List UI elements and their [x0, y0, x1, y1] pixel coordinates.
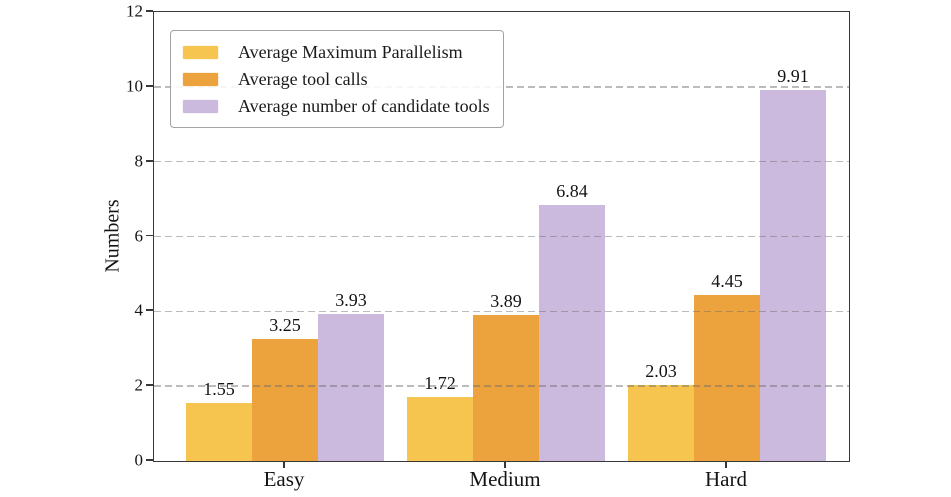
bar-medium-series1	[407, 396, 473, 461]
bar-value-hard-series1: 2.03	[645, 361, 677, 382]
y-tick-mark-4	[146, 309, 153, 312]
bar-medium-series2	[473, 315, 539, 461]
legend-item-2: Average tool calls	[182, 69, 490, 89]
gridline-y8	[154, 160, 849, 163]
gridline-y6	[154, 235, 849, 238]
legend-swatch-icon	[182, 44, 219, 60]
bar-value-easy-series3: 3.93	[335, 289, 367, 310]
x-tick-mark-medium	[504, 461, 506, 468]
value-labels-layer: 1.55 3.25 3.93 1.72 3.89 6.84 2.03 4.45 9.91	[154, 12, 849, 461]
x-tick-mark-hard	[725, 461, 727, 468]
y-tick-mark-8	[146, 159, 153, 162]
bar-medium-series3	[539, 205, 605, 461]
bar-value-medium-series2: 3.89	[490, 291, 522, 312]
y-tick-label-4: 4	[134, 300, 144, 320]
y-tick-label-0: 0	[134, 450, 144, 470]
x-tick-label-easy: Easy	[263, 467, 305, 491]
bar-easy-series3	[318, 313, 384, 461]
legend: Average Maximum Parallelism Average tool …	[170, 30, 504, 128]
y-tick-label-10: 10	[126, 76, 143, 96]
y-tick-mark-10	[146, 84, 153, 87]
legend-item-3: Average number of candidate tools	[182, 96, 490, 116]
bar-value-medium-series3: 6.84	[556, 181, 588, 202]
bar-hard-series1	[628, 385, 694, 461]
legend-item-label: Average number of candidate tools	[238, 96, 490, 116]
bar-value-hard-series3: 9.91	[777, 66, 809, 87]
plot-area: 1.55 3.25 3.93 1.72 3.89 6.84 2.03 4.45 9.91 Ave…	[153, 11, 850, 462]
y-tick-mark-6	[146, 234, 153, 237]
y-tick-mark-2	[146, 384, 153, 386]
bar-value-easy-series1: 1.55	[203, 379, 235, 400]
y-tick-label-2: 2	[134, 375, 144, 395]
legend-item-1: Average Maximum Parallelism	[182, 42, 490, 62]
bar-hard-series3	[760, 90, 826, 461]
bar-easy-series2	[252, 339, 318, 461]
legend-item-label: Average tool calls	[238, 69, 368, 89]
x-tick-mark-easy	[283, 461, 285, 468]
bar-value-easy-series2: 3.25	[269, 315, 301, 336]
y-tick-mark-0	[146, 459, 153, 461]
bar-value-medium-series1: 1.72	[424, 372, 456, 393]
bar-easy-series1	[186, 403, 252, 461]
legend-item-label: Average Maximum Parallelism	[238, 42, 463, 62]
gridline-y2	[154, 385, 849, 387]
y-tick-mark-12	[146, 10, 153, 12]
y-tick-label-8: 8	[134, 151, 144, 171]
legend-swatch-icon	[182, 71, 219, 87]
gridline-y4	[154, 310, 849, 313]
y-tick-label-12: 12	[126, 1, 143, 21]
x-tick-label-medium: Medium	[469, 467, 541, 491]
bars-layer	[154, 12, 849, 461]
bar-hard-series2	[694, 294, 760, 461]
x-tick-label-hard: Hard	[705, 467, 747, 491]
y-tick-label-6: 6	[134, 226, 144, 245]
legend-swatch-icon	[182, 98, 219, 114]
bar-value-hard-series2: 4.45	[711, 270, 743, 291]
